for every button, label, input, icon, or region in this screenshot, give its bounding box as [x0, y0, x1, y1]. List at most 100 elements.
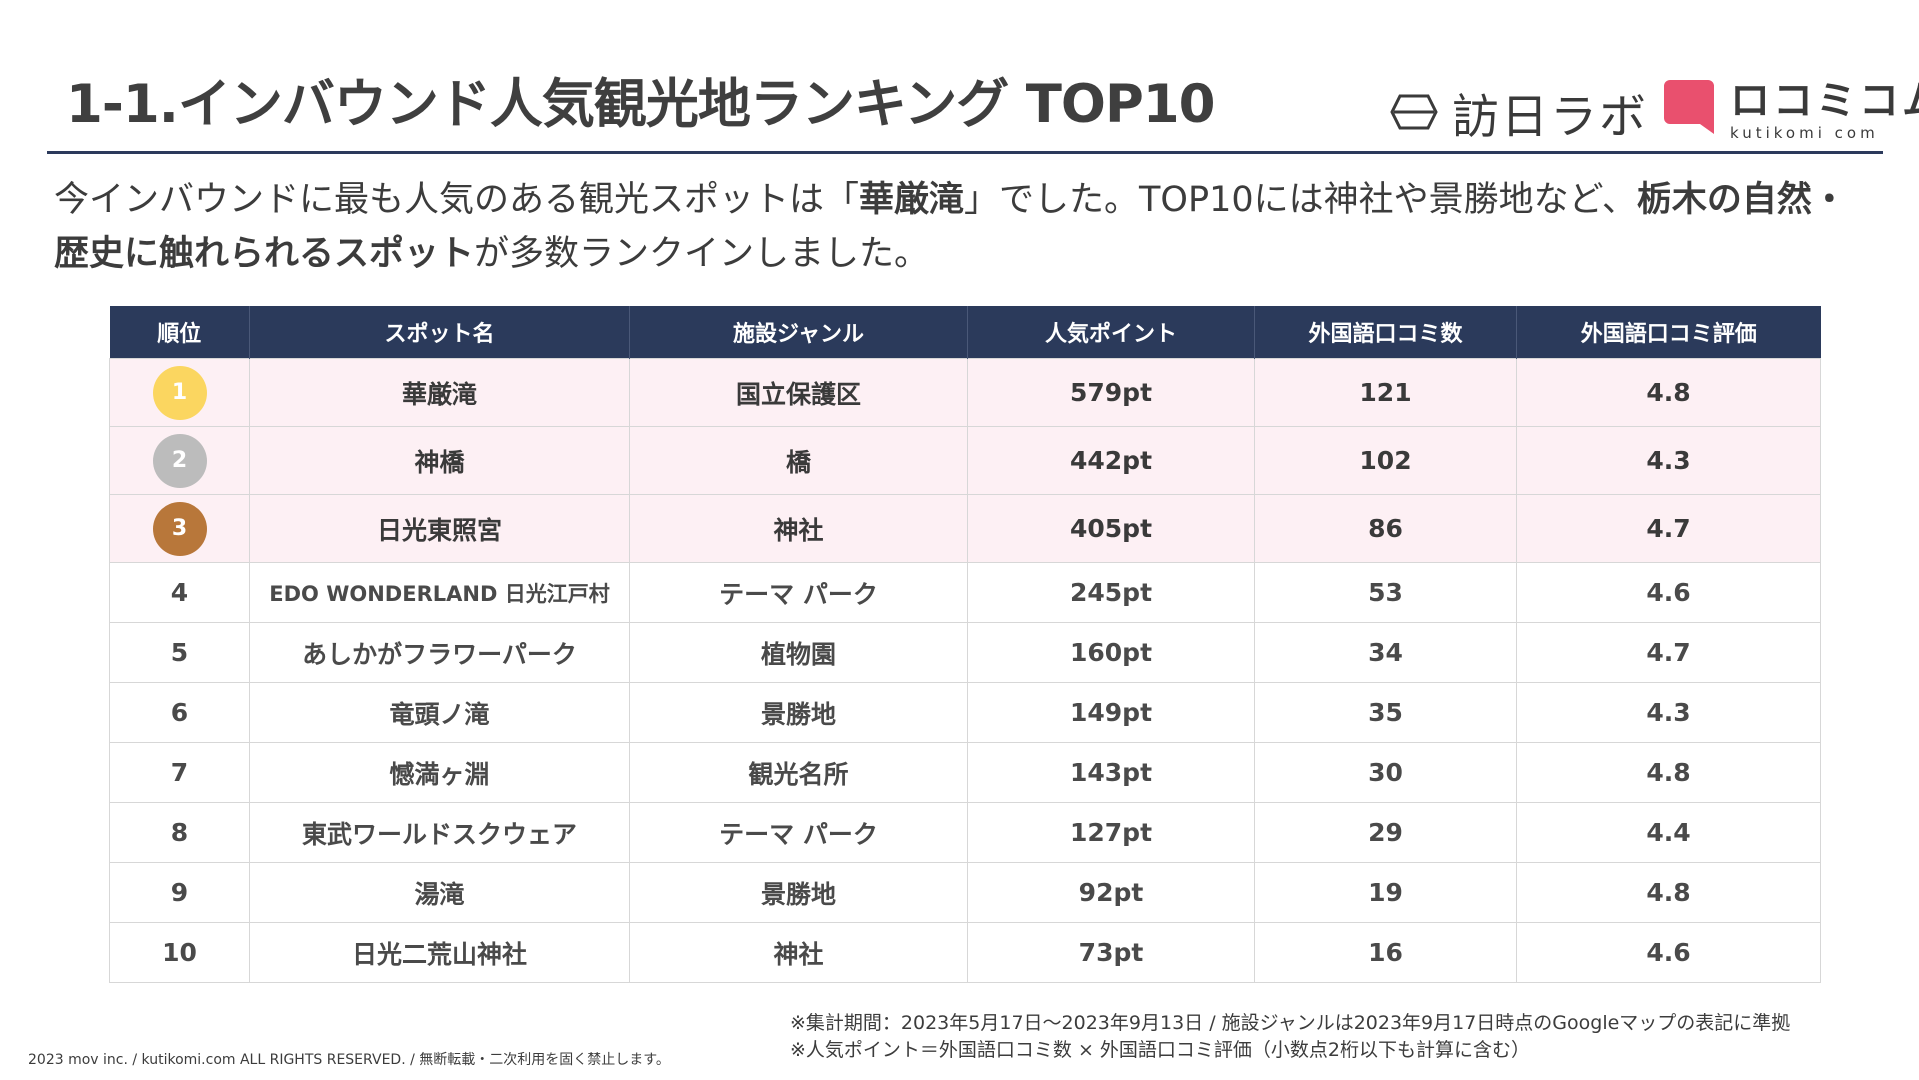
- table-row: 10 日光二荒山神社 神社 73pt 16 4.6: [109, 922, 1821, 983]
- rating-cell: 4.7: [1516, 494, 1821, 563]
- spot-cell: 神橋: [249, 426, 630, 495]
- review-count-cell: 86: [1254, 494, 1517, 563]
- review-count-cell: 102: [1254, 426, 1517, 495]
- copyright-text: 2023 mov inc. / kutikomi.com ALL RIGHTS …: [28, 1052, 670, 1068]
- genre-cell: 景勝地: [629, 682, 968, 743]
- review-count-cell: 53: [1254, 562, 1517, 623]
- rating-cell: 4.6: [1516, 562, 1821, 623]
- points-cell: 143pt: [967, 742, 1255, 803]
- points-cell: 92pt: [967, 862, 1255, 923]
- table-row: 3 日光東照宮 神社 405pt 86 4.7: [109, 494, 1821, 563]
- rating-cell: 4.8: [1516, 358, 1821, 427]
- page-title: 1-1.インバウンド人気観光地ランキング TOP10: [66, 74, 1216, 135]
- header-review-count: 外国語口コミ数: [1254, 306, 1517, 359]
- title-divider: [47, 151, 1883, 154]
- houmon-lab-logo-icon: [1390, 94, 1438, 130]
- lead-highlight-2: 栃木の自然・歴史に触れられるスポット: [54, 180, 1847, 274]
- table-header-row: 順位 スポット名 施設ジャンル 人気ポイント 外国語口コミ数 外国語口コミ評価: [109, 306, 1821, 359]
- genre-cell: 神社: [629, 494, 968, 563]
- table-row: 2 神橋 橋 442pt 102 4.3: [109, 426, 1821, 495]
- genre-cell: 神社: [629, 922, 968, 983]
- table-row: 7 憾満ヶ淵 観光名所 143pt 30 4.8: [109, 742, 1821, 803]
- rank-cell: 5: [109, 622, 250, 683]
- footnotes: ※集計期間：2023年5月17日〜2023年9月13日 / 施設ジャンルは202…: [790, 1010, 1790, 1064]
- gold-medal-icon: 1: [152, 365, 207, 420]
- genre-cell: 観光名所: [629, 742, 968, 803]
- footnote-period: ※集計期間：2023年5月17日〜2023年9月13日 / 施設ジャンルは202…: [790, 1012, 1791, 1034]
- review-count-cell: 30: [1254, 742, 1517, 803]
- rank-cell: 1: [109, 358, 250, 427]
- header-review-rating: 外国語口コミ評価: [1516, 306, 1821, 359]
- points-cell: 245pt: [967, 562, 1255, 623]
- table-row: 6 竜頭ノ滝 景勝地 149pt 35 4.3: [109, 682, 1821, 743]
- spot-cell: 東武ワールドスクウェア: [249, 802, 630, 863]
- points-cell: 579pt: [967, 358, 1255, 427]
- silver-medal-icon: 2: [152, 433, 207, 488]
- ranking-table: 順位 スポット名 施設ジャンル 人気ポイント 外国語口コミ数 外国語口コミ評価 …: [109, 306, 1821, 983]
- lead-highlight-1: 華厳滝: [859, 180, 965, 220]
- houmon-lab-logo: 訪日ラボ: [1390, 82, 1648, 145]
- rank-cell: 2: [109, 426, 250, 495]
- genre-cell: テーマ パーク: [629, 802, 968, 863]
- table-row: 9 湯滝 景勝地 92pt 19 4.8: [109, 862, 1821, 923]
- points-cell: 149pt: [967, 682, 1255, 743]
- spot-cell: EDO WONDERLAND 日光江戸村: [249, 562, 630, 623]
- lead-part-3: が多数ランクインしました。: [474, 234, 930, 274]
- table-row: 5 あしかがフラワーパーク 植物園 160pt 34 4.7: [109, 622, 1821, 683]
- rank-cell: 6: [109, 682, 250, 743]
- spot-cell: 華厳滝: [249, 358, 630, 427]
- spot-cell: 日光二荒山神社: [249, 922, 630, 983]
- rating-cell: 4.3: [1516, 682, 1821, 743]
- points-cell: 442pt: [967, 426, 1255, 495]
- lead-part-1: 今インバウンドに最も人気のある観光スポットは「: [54, 180, 860, 220]
- rank-cell: 10: [109, 922, 250, 983]
- header-rank: 順位: [109, 306, 250, 359]
- genre-cell: 景勝地: [629, 862, 968, 923]
- review-count-cell: 35: [1254, 682, 1517, 743]
- header-genre: 施設ジャンル: [629, 306, 968, 359]
- table-row: 1 華厳滝 国立保護区 579pt 121 4.8: [109, 358, 1821, 427]
- rank-cell: 8: [109, 802, 250, 863]
- kutikomi-logo-subtext: kutikomi com: [1730, 124, 1879, 142]
- rank-cell: 7: [109, 742, 250, 803]
- genre-cell: 国立保護区: [629, 358, 968, 427]
- lead-text: 今インバウンドに最も人気のある観光スポットは「華厳滝」でした。TOP10には神社…: [54, 173, 1864, 281]
- rank-cell: 9: [109, 862, 250, 923]
- spot-cell: 湯滝: [249, 862, 630, 923]
- spot-cell: 憾満ヶ淵: [249, 742, 630, 803]
- kutikomi-logo: ロコミコム kutikomi com: [1664, 80, 1919, 142]
- spot-cell: 日光東照宮: [249, 494, 630, 563]
- houmon-lab-logo-text: 訪日ラボ: [1452, 89, 1648, 145]
- review-count-cell: 16: [1254, 922, 1517, 983]
- footnote-points-formula: ※人気ポイント＝外国語口コミ数 × 外国語口コミ評価（小数点2桁以下も計算に含む…: [790, 1039, 1531, 1061]
- lead-part-2: 」でした。TOP10には神社や景勝地など、: [964, 180, 1637, 220]
- points-cell: 405pt: [967, 494, 1255, 563]
- rating-cell: 4.3: [1516, 426, 1821, 495]
- rating-cell: 4.8: [1516, 742, 1821, 803]
- header-spot: スポット名: [249, 306, 630, 359]
- header-points: 人気ポイント: [967, 306, 1255, 359]
- points-cell: 73pt: [967, 922, 1255, 983]
- genre-cell: テーマ パーク: [629, 562, 968, 623]
- genre-cell: 植物園: [629, 622, 968, 683]
- review-count-cell: 19: [1254, 862, 1517, 923]
- kutikomi-logo-icon: [1664, 80, 1714, 134]
- table-row: 8 東武ワールドスクウェア テーマ パーク 127pt 29 4.4: [109, 802, 1821, 863]
- points-cell: 127pt: [967, 802, 1255, 863]
- table-row: 4 EDO WONDERLAND 日光江戸村 テーマ パーク 245pt 53 …: [109, 562, 1821, 623]
- rating-cell: 4.7: [1516, 622, 1821, 683]
- spot-cell: 竜頭ノ滝: [249, 682, 630, 743]
- spot-cell: あしかがフラワーパーク: [249, 622, 630, 683]
- rank-cell: 3: [109, 494, 250, 563]
- rating-cell: 4.4: [1516, 802, 1821, 863]
- points-cell: 160pt: [967, 622, 1255, 683]
- rating-cell: 4.6: [1516, 922, 1821, 983]
- genre-cell: 橋: [629, 426, 968, 495]
- review-count-cell: 29: [1254, 802, 1517, 863]
- review-count-cell: 34: [1254, 622, 1517, 683]
- bronze-medal-icon: 3: [152, 501, 207, 556]
- rank-cell: 4: [109, 562, 250, 623]
- rating-cell: 4.8: [1516, 862, 1821, 923]
- review-count-cell: 121: [1254, 358, 1517, 427]
- kutikomi-logo-text: ロコミコム: [1730, 78, 1919, 124]
